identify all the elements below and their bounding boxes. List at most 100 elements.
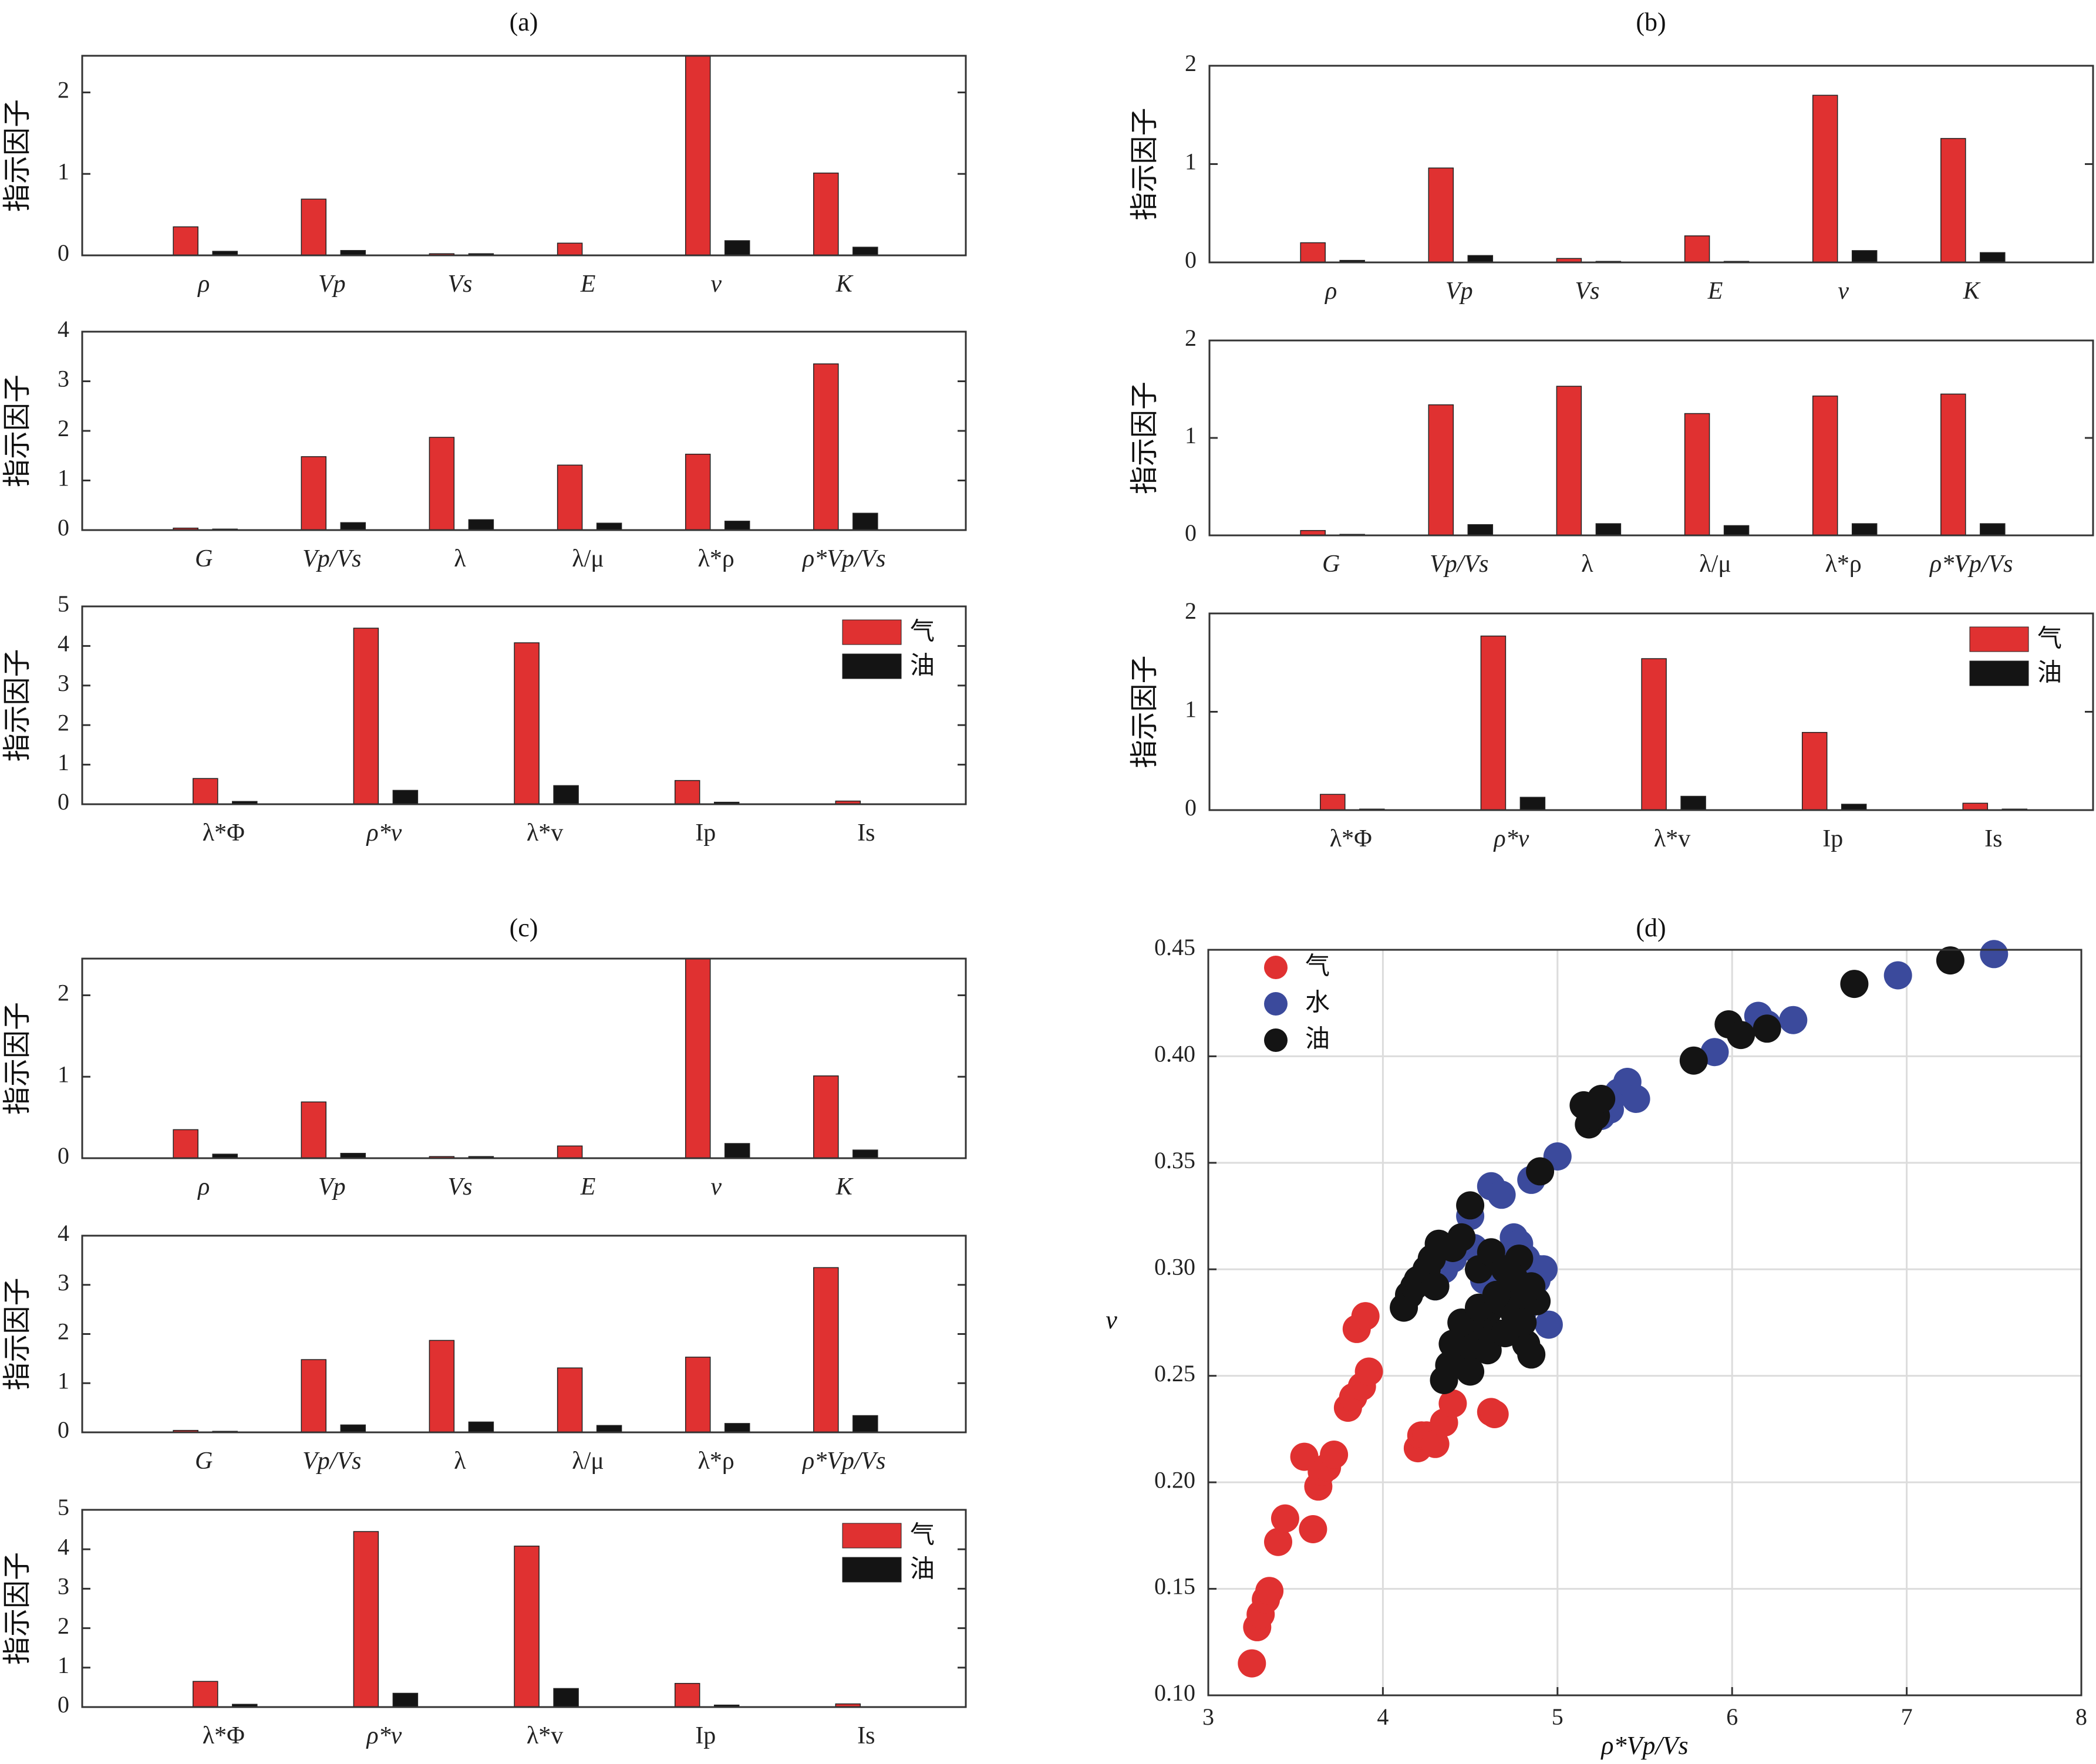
bar-oil — [468, 1421, 494, 1433]
legend-label-oil: 油 — [910, 1554, 935, 1583]
bar-oil — [468, 519, 494, 531]
x-tick-label: Vp — [318, 1173, 346, 1200]
bar-gas — [1684, 235, 1710, 263]
y-tick-label: 4 — [58, 630, 69, 657]
bar-gas — [301, 1359, 327, 1433]
point-oil — [1727, 1021, 1755, 1050]
bar-gas — [674, 780, 700, 805]
y-axis-label: 指示因子 — [1, 375, 33, 487]
panel-title-a: (a) — [510, 8, 538, 36]
x-tick-label: λ*Φ — [1330, 825, 1372, 852]
legend-label-water: 水 — [1305, 988, 1330, 1017]
bar-gas — [813, 1267, 839, 1433]
x-tick-label: Is — [1984, 825, 2002, 852]
point-gas — [1354, 1357, 1383, 1386]
point-water — [1980, 940, 2009, 969]
axes-frame — [81, 55, 967, 257]
bar-gas — [1641, 658, 1667, 811]
x-tick-label: E — [1707, 278, 1723, 305]
y-tick-label: 1 — [1185, 696, 1197, 723]
bar-oil — [392, 1692, 419, 1708]
y-tick-label: 3 — [58, 1269, 69, 1296]
x-tick-label: λ*ρ — [698, 1448, 734, 1475]
bar-gas — [173, 1129, 198, 1159]
y-tick-label: 0.40 — [1154, 1041, 1195, 1067]
point-oil — [1473, 1336, 1502, 1365]
point-oil — [1438, 1330, 1467, 1358]
bar-oil — [596, 1425, 622, 1433]
y-tick-label: 2 — [58, 77, 69, 103]
bar-gas — [301, 198, 327, 256]
point-oil — [1753, 1014, 1781, 1043]
y-tick-label: 0 — [58, 240, 69, 266]
x-tick-label: λ — [1581, 551, 1593, 578]
bar-gas — [1428, 404, 1454, 536]
legend-marker-water — [1264, 992, 1288, 1016]
x-tick-label: λ/μ — [1699, 551, 1731, 578]
x-tick-label: ρ*v — [366, 1722, 402, 1749]
point-gas — [1264, 1527, 1292, 1556]
x-tick-label: Vs — [447, 1173, 472, 1200]
x-tick-label: λ*v — [1654, 825, 1690, 852]
point-oil — [1517, 1272, 1546, 1301]
x-tick-label: 3 — [1202, 1704, 1214, 1730]
y-tick-label: 0 — [58, 788, 69, 815]
point-gas — [1438, 1389, 1467, 1418]
bar-oil — [1519, 797, 1546, 811]
point-gas — [1271, 1504, 1299, 1533]
legend: 气水油 — [1264, 952, 1330, 1053]
x-tick-label: λ*v — [527, 1722, 563, 1749]
y-tick-label: 0 — [58, 1142, 69, 1169]
y-tick-label: 4 — [58, 316, 69, 342]
y-tick-label: 2 — [58, 709, 69, 736]
point-oil — [1679, 1046, 1708, 1075]
point-oil — [1482, 1280, 1511, 1309]
bar-gas — [353, 1531, 379, 1708]
y-tick-label: 1 — [58, 1652, 69, 1678]
bar-gas — [674, 1682, 700, 1708]
bar-oil — [340, 1424, 366, 1433]
point-oil — [1517, 1340, 1546, 1369]
x-tick-label: Vp — [318, 271, 346, 298]
bar-oil — [1467, 255, 1494, 263]
y-axis-label: 指示因子 — [1, 1552, 33, 1665]
x-tick-label: λ — [454, 545, 466, 572]
bar-gas — [1480, 635, 1507, 811]
y-tick-label: 1 — [58, 1367, 69, 1394]
bar-gas — [1801, 731, 1828, 811]
x-tick-label: Is — [857, 1722, 875, 1749]
x-tick-label: 6 — [1726, 1704, 1738, 1730]
point-gas — [1320, 1441, 1349, 1469]
y-axis-label: 指示因子 — [1, 1002, 33, 1115]
bar-gas — [301, 1101, 327, 1159]
x-tick-label: Vs — [1575, 278, 1599, 305]
bar-gas — [429, 437, 455, 531]
bar-gas — [193, 1681, 218, 1708]
y-tick-label: 0.45 — [1154, 934, 1195, 960]
bar-gas — [1556, 386, 1582, 536]
x-tick-label: Vp/Vs — [302, 1448, 361, 1475]
x-tick-label: Vp/Vs — [1430, 551, 1488, 578]
bar-gas — [1428, 167, 1454, 263]
series-oil — [1390, 946, 1964, 1394]
bar-oil — [1980, 252, 2006, 263]
y-tick-label: 0 — [1185, 520, 1197, 546]
y-tick-label: 3 — [58, 366, 69, 392]
point-gas — [1238, 1649, 1266, 1678]
panel-title-d: (d) — [1636, 913, 1666, 942]
bar-gas — [1300, 242, 1326, 263]
point-gas — [1421, 1429, 1450, 1458]
x-tick-label: v — [710, 271, 722, 298]
x-tick-label: 8 — [2075, 1704, 2087, 1730]
x-tick-label: ρ*Vp/Vs — [1929, 551, 2013, 578]
y-tick-label: 0.30 — [1154, 1253, 1195, 1280]
legend-swatch-oil — [842, 653, 902, 679]
bar-gas — [557, 242, 583, 256]
legend-label-gas: 气 — [910, 617, 935, 646]
x-tick-label: λ*Φ — [203, 819, 245, 846]
legend-swatch-gas — [842, 619, 902, 645]
y-tick-label: 2 — [1185, 598, 1197, 624]
bar-gas — [1684, 413, 1710, 536]
y-axis-label: v — [1106, 1306, 1117, 1334]
